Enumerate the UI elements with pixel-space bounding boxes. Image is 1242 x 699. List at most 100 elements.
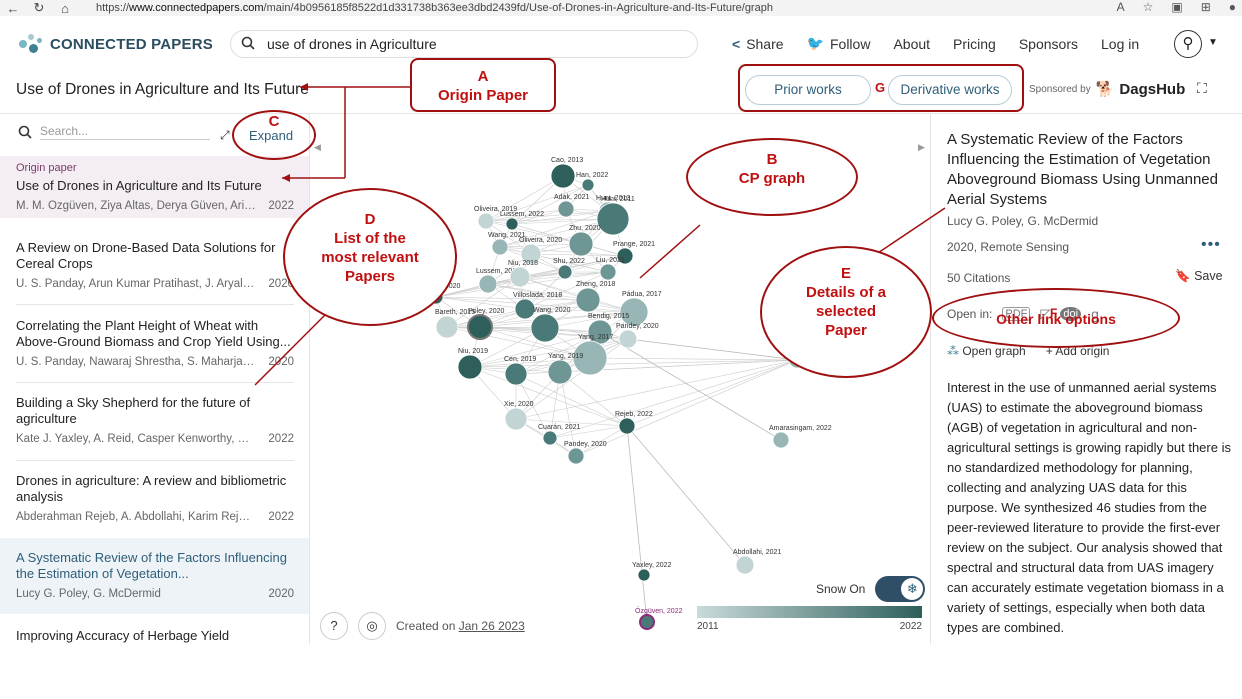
graph-node[interactable] [520, 243, 542, 265]
graph-node[interactable] [637, 568, 651, 582]
cp-graph[interactable]: ◀ ▶ Cao, 2013 Han, 2022 Adak, 2021 Hunt, 20… [310, 114, 930, 644]
logo[interactable]: CONNECTED PAPERS [17, 32, 213, 56]
collapse-right-icon[interactable]: ▶ [918, 142, 925, 152]
favorite-icon[interactable]: ☆ [1142, 0, 1154, 14]
graph-node[interactable] [550, 163, 576, 189]
collections-icon[interactable]: ⊞ [1200, 0, 1211, 14]
list-item[interactable]: Drones in agriculture: A review and bibl… [0, 473, 309, 523]
paper-details-panel: A Systematic Review of the Factors Influ… [930, 114, 1242, 644]
graph-node[interactable] [435, 315, 459, 339]
graph-node[interactable] [599, 263, 617, 281]
graph-node[interactable] [557, 200, 575, 218]
graph-node[interactable] [616, 247, 634, 265]
graph-node[interactable] [509, 266, 531, 288]
graph-canvas[interactable]: Cao, 2013 Han, 2022 Adak, 2021 Hunt, 2013 Ol… [310, 114, 930, 644]
graph-node[interactable] [772, 431, 790, 449]
pricing-link[interactable]: Pricing [953, 35, 996, 52]
graph-node[interactable] [639, 614, 655, 630]
paper-title: Correlating the Plant Height of Wheat wi… [16, 318, 291, 349]
graph-node[interactable] [504, 362, 528, 386]
graph-node-label: Poley, 2020 [468, 308, 505, 315]
graph-node[interactable] [568, 231, 594, 257]
graph-node[interactable] [530, 313, 560, 343]
read-aloud-icon[interactable]: A [1116, 0, 1125, 14]
graph-node-label: Lussem, 2022 [500, 211, 544, 218]
profile-icon[interactable]: ● [1228, 0, 1236, 14]
prior-works-button[interactable]: Prior works [745, 75, 871, 105]
graph-node-label: Yaxley, 2022 [632, 562, 672, 569]
about-link[interactable]: About [893, 35, 931, 52]
graph-edge [589, 357, 798, 361]
graph-edge [469, 331, 601, 368]
snow-toggle-group: Snow On ❄ [816, 576, 926, 602]
list-item[interactable]: A Review on Drone-Based Data Solutions f… [0, 240, 309, 290]
refresh-icon[interactable]: ↻ [33, 0, 45, 15]
created-date-link[interactable]: Jan 26 2023 [458, 619, 525, 633]
list-item[interactable]: Correlating the Plant Height of Wheat wi… [0, 318, 309, 368]
graph-node[interactable] [478, 274, 498, 294]
graph-node-label: Amarasingam, 2022 [769, 425, 832, 432]
graph-node[interactable] [618, 329, 638, 349]
derivative-works-button[interactable]: Derivative works [888, 75, 1012, 105]
address-bar[interactable]: https://www.connectedpapers.com/main/4b0… [96, 2, 773, 14]
sponsors-link[interactable]: Sponsors [1018, 35, 1078, 52]
graph-node[interactable] [514, 298, 536, 320]
list-item[interactable]: Improving Accuracy of Herbage Yield [0, 628, 309, 644]
graph-node[interactable] [457, 354, 483, 380]
graph-node-label: Oliveira, 2019 [474, 206, 517, 213]
snow-toggle[interactable]: ❄ [875, 576, 926, 602]
graph-node[interactable] [542, 430, 558, 446]
graph-node[interactable] [618, 417, 636, 435]
fullscreen-icon[interactable]: ⛶ [1197, 80, 1207, 96]
recenter-icon[interactable]: ◎ [358, 612, 386, 640]
graph-edge [511, 210, 609, 225]
search-icon [241, 36, 255, 53]
more-options-icon[interactable]: ••• [1201, 236, 1221, 253]
main-search[interactable]: use of drones in Agriculture [230, 30, 698, 58]
graph-node[interactable] [572, 340, 608, 376]
save-button[interactable]: 🔖 Save [1175, 269, 1223, 283]
graph-node[interactable] [505, 217, 519, 231]
graph-edge [575, 359, 798, 457]
open-graph-button[interactable]: ⁂ Open graph [947, 344, 1026, 358]
graph-node[interactable] [619, 297, 649, 327]
back-icon[interactable]: ← [6, 0, 20, 16]
share-link[interactable]: < Share [732, 35, 784, 52]
graph-edge [530, 253, 609, 273]
graph-edge [435, 271, 566, 298]
bookmark-icon: 🔖 [1175, 269, 1191, 283]
list-search-input[interactable]: Search... [40, 124, 210, 140]
graph-icon: ⁂ [947, 344, 959, 358]
graph-node[interactable] [575, 287, 601, 313]
expand-icon[interactable]: ⤢ [220, 128, 230, 142]
citations-count: 50 Citations [947, 271, 1011, 285]
graph-node-label: Pandey, 2020 [564, 441, 607, 448]
origin-paper-item[interactable]: Origin paper Use of Drones in Agricultur… [0, 156, 309, 218]
annotation-g-letter: G [875, 80, 886, 95]
graph-node[interactable] [557, 264, 573, 280]
collapse-left-icon[interactable]: ◀ [314, 142, 321, 152]
graph-node[interactable] [504, 407, 528, 431]
help-button[interactable]: ? [320, 612, 348, 640]
graph-node[interactable] [567, 447, 585, 465]
login-link[interactable]: Log in [1101, 35, 1140, 52]
selected-list-item[interactable]: A Systematic Review of the Factors Influ… [0, 538, 309, 614]
home-icon[interactable]: ⌂ [61, 0, 69, 16]
graph-edge [599, 331, 782, 441]
graph-node[interactable] [735, 555, 755, 575]
graph-node[interactable] [581, 178, 595, 192]
sponsor-block[interactable]: Sponsored by 🐕 DagsHub [1029, 80, 1186, 99]
list-item[interactable]: Building a Sky Shepherd for the future o… [0, 395, 309, 445]
search-input[interactable]: use of drones in Agriculture [267, 36, 437, 52]
graph-node[interactable] [467, 314, 493, 340]
extensions-icon[interactable]: ▣ [1171, 0, 1183, 14]
graph-node[interactable] [491, 238, 509, 256]
graph-node[interactable] [547, 359, 573, 385]
follow-link[interactable]: 🐦 Follow [806, 35, 871, 52]
graph-edge [435, 296, 526, 310]
user-avatar-icon[interactable]: ⚲ [1174, 30, 1202, 58]
graph-node[interactable] [477, 212, 495, 230]
list-search[interactable]: Search... [18, 124, 210, 140]
chevron-down-icon[interactable]: ▼ [1208, 37, 1218, 48]
graph-node[interactable] [596, 202, 630, 236]
